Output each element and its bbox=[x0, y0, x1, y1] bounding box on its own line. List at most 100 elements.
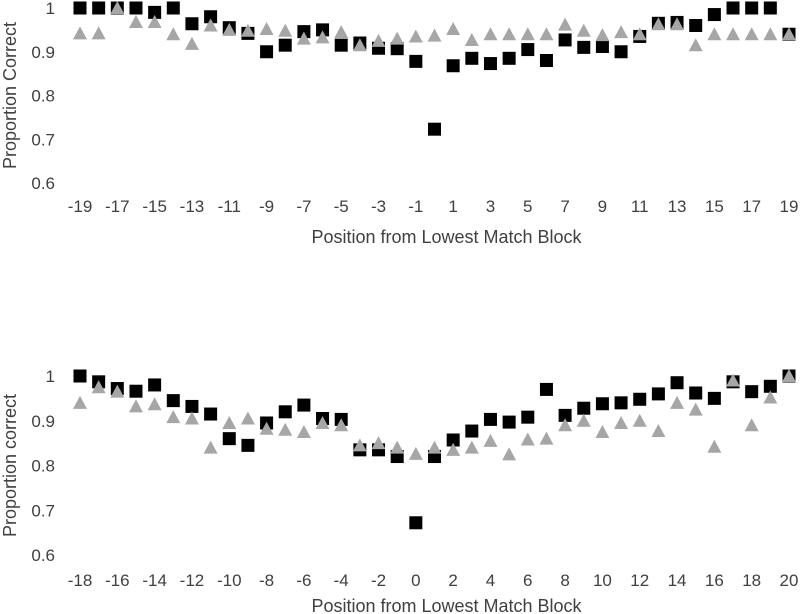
data-point-triangle bbox=[520, 27, 535, 41]
x-tick-label: 1 bbox=[448, 197, 457, 216]
x-tick-label: 17 bbox=[742, 197, 761, 216]
data-point-triangle bbox=[651, 17, 666, 31]
data-point-square bbox=[278, 38, 292, 52]
data-point-triangle bbox=[203, 440, 218, 454]
data-point-triangle bbox=[390, 31, 405, 45]
data-point-triangle bbox=[371, 33, 386, 47]
y-tick-label: 0.7 bbox=[31, 130, 55, 149]
x-tick-label: 19 bbox=[780, 197, 799, 216]
data-point-triangle bbox=[315, 30, 330, 44]
data-point-square bbox=[204, 10, 218, 24]
x-tick-label: 0 bbox=[411, 571, 420, 590]
data-point-triangle bbox=[128, 15, 143, 28]
y-tick-label: 0.7 bbox=[31, 501, 55, 520]
x-tick-label: 7 bbox=[560, 197, 569, 216]
y-tick-label: 0.8 bbox=[31, 457, 55, 476]
data-point-square bbox=[745, 385, 759, 399]
data-point-square bbox=[260, 45, 274, 59]
y-tick-label: 0.8 bbox=[31, 87, 55, 106]
data-point-triangle bbox=[240, 411, 255, 425]
data-point-triangle bbox=[390, 440, 405, 454]
data-point-square bbox=[446, 433, 460, 447]
data-point-square bbox=[73, 1, 87, 15]
data-point-triangle bbox=[651, 424, 666, 438]
data-point-square bbox=[539, 382, 553, 396]
x-tick-label: -9 bbox=[259, 197, 274, 216]
data-point-triangle bbox=[502, 27, 517, 41]
x-tick-label: 10 bbox=[593, 571, 612, 590]
data-point-square bbox=[465, 424, 479, 438]
x-tick-label: 18 bbox=[742, 571, 761, 590]
data-point-triangle bbox=[707, 27, 722, 41]
data-point-triangle bbox=[147, 15, 162, 28]
data-point-triangle bbox=[688, 402, 703, 416]
data-point-triangle bbox=[408, 29, 423, 43]
data-point-triangle bbox=[334, 25, 349, 39]
data-point-square bbox=[316, 23, 330, 37]
data-point-triangle bbox=[520, 432, 535, 446]
data-point-triangle bbox=[483, 27, 498, 41]
x-tick-label: 13 bbox=[668, 197, 687, 216]
data-point-triangle bbox=[315, 415, 330, 429]
x-tick-label: 15 bbox=[705, 197, 724, 216]
data-point-triangle bbox=[352, 438, 367, 452]
data-point-square bbox=[129, 1, 143, 15]
y-tick-label: 0.9 bbox=[31, 43, 55, 62]
data-point-square bbox=[726, 1, 740, 15]
x-axis-label: Position from Lowest Match Block bbox=[311, 596, 582, 614]
data-point-triangle bbox=[614, 415, 629, 429]
data-point-triangle bbox=[147, 397, 162, 411]
x-tick-label: 9 bbox=[598, 197, 607, 216]
x-tick-label: -17 bbox=[105, 197, 130, 216]
data-point-triangle bbox=[296, 424, 311, 438]
data-point-triangle bbox=[166, 27, 181, 41]
data-point-triangle bbox=[184, 411, 199, 425]
data-point-triangle bbox=[632, 27, 647, 41]
data-point-square bbox=[166, 1, 180, 15]
data-point-triangle bbox=[464, 32, 479, 46]
x-tick-label: -10 bbox=[217, 571, 242, 590]
data-point-triangle bbox=[614, 25, 629, 39]
y-axis-label: Proportion Correct bbox=[0, 22, 20, 169]
x-tick-label: -1 bbox=[408, 197, 423, 216]
x-tick-label: 16 bbox=[705, 571, 724, 590]
y-tick-label: 0.6 bbox=[31, 174, 55, 193]
data-point-triangle bbox=[91, 26, 106, 40]
data-point-triangle bbox=[576, 413, 591, 427]
x-tick-label: -14 bbox=[142, 571, 167, 590]
data-point-square bbox=[689, 386, 703, 400]
data-point-triangle bbox=[91, 380, 106, 394]
x-tick-label: 4 bbox=[486, 571, 495, 590]
data-point-triangle bbox=[110, 384, 125, 398]
data-point-square bbox=[707, 391, 721, 405]
data-point-triangle bbox=[707, 439, 722, 453]
data-point-triangle bbox=[73, 26, 87, 40]
data-point-triangle bbox=[240, 23, 255, 37]
data-point-triangle bbox=[73, 395, 87, 409]
data-point-triangle bbox=[595, 28, 610, 42]
data-point-square bbox=[409, 516, 423, 530]
x-tick-label: 14 bbox=[668, 571, 687, 590]
x-tick-label: 8 bbox=[560, 571, 569, 590]
y-tick-label: 0.6 bbox=[31, 546, 55, 565]
x-tick-label: -18 bbox=[68, 571, 93, 590]
y-tick-label: 1 bbox=[46, 0, 55, 18]
data-point-triangle bbox=[222, 22, 237, 36]
data-point-square bbox=[129, 384, 143, 398]
data-point-square bbox=[148, 5, 162, 19]
data-point-triangle bbox=[688, 38, 703, 52]
data-point-triangle bbox=[558, 418, 573, 432]
data-point-triangle bbox=[670, 395, 685, 409]
data-point-square bbox=[409, 54, 423, 68]
data-point-triangle bbox=[184, 36, 199, 50]
bottom-scatter-chart: 0.6 0.7 0.8 0.9 1 -18 -16 -14 -12 -10 -8 -6 -4 -2 0 2 4 6… bbox=[0, 367, 798, 614]
top-scatter-chart: 0.60.70.80.91-19 -17 -15 -13 -11 -9 -7 -5 -3 -1 1 3… bbox=[0, 0, 798, 247]
data-point-square bbox=[166, 394, 180, 408]
data-point-triangle bbox=[278, 422, 293, 436]
data-point-square bbox=[502, 51, 516, 65]
x-tick-label: -7 bbox=[296, 197, 311, 216]
data-point-square bbox=[73, 369, 87, 383]
x-axis-label: Position from Lowest Match Block bbox=[311, 227, 582, 247]
data-point-square bbox=[92, 1, 106, 15]
